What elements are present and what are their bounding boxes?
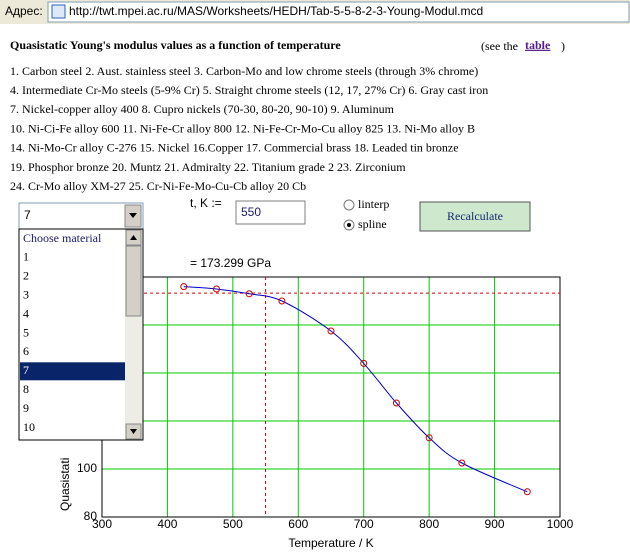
t-label: t, K :=	[190, 196, 222, 210]
x-tick-label: 600	[288, 517, 308, 531]
material-dropdown	[18, 228, 144, 441]
x-axis-label: Temperature / K	[288, 536, 373, 550]
material-line: 14. Ni-Mo-Cr alloy C-276 15. Nickel 16.C…	[10, 141, 459, 155]
data-point	[327, 327, 335, 335]
option-highlight	[20, 362, 125, 381]
temperature-input[interactable]	[235, 200, 306, 225]
address-field[interactable]	[47, 1, 630, 23]
arrow-glyph	[129, 213, 137, 218]
dropdown-options: Choose material 1 2 3 4 5 6 7 8 9 10	[20, 231, 125, 434]
material-line: 7. Nickel-copper alloy 400 8. Cupro nick…	[10, 102, 395, 116]
recalculate-button[interactable]	[419, 201, 531, 232]
y-axis-label: Quasistati	[58, 458, 72, 511]
page-title: Quasistatic Young's modulus values as a …	[10, 38, 341, 52]
x-tick-label: 900	[485, 517, 505, 531]
button-label[interactable]: Recalculate	[447, 209, 503, 223]
see-prefix: (see the	[481, 39, 518, 53]
data-point	[360, 359, 368, 367]
radio-label[interactable]: spline	[358, 217, 387, 231]
chart: 3004005006007008009001000801001201401601…	[58, 269, 573, 550]
x-tick-label: 500	[223, 517, 243, 531]
radio-dot	[347, 223, 351, 227]
result: = 173.299 GPa	[190, 256, 271, 270]
dropdown-option[interactable]: 6	[23, 344, 29, 358]
data-point	[180, 283, 188, 291]
address-url[interactable]: http://twt.mpei.ac.ru/MAS/Worksheets/HED…	[69, 4, 483, 18]
scroll-thumb[interactable]	[125, 245, 142, 317]
data-point	[278, 297, 286, 305]
plot-area	[102, 277, 560, 517]
data-point	[245, 290, 253, 298]
x-tick-label: 300	[92, 517, 112, 531]
x-tick-label: 1000	[547, 517, 574, 531]
x-tick-label: 400	[157, 517, 177, 531]
dropdown-option[interactable]: 10	[23, 420, 35, 434]
data-point	[425, 434, 433, 442]
radio-label[interactable]: linterp	[358, 197, 389, 211]
data-point	[213, 285, 220, 293]
dropdown-option[interactable]: Choose material	[23, 231, 102, 245]
x-tick-label: 700	[354, 517, 374, 531]
data-point	[458, 459, 466, 467]
y-tick-label: 80	[84, 509, 98, 523]
page-icon	[51, 4, 66, 19]
dropdown-option[interactable]: 5	[23, 325, 29, 339]
x-tick-label: 800	[419, 517, 439, 531]
dropdown-option[interactable]: 1	[23, 250, 29, 264]
address-label: Адрес:	[5, 4, 43, 18]
dropdown-option[interactable]: 9	[23, 401, 29, 415]
material-line: 19. Phosphor bronze 20. Muntz 21. Admira…	[10, 160, 406, 174]
dropdown-option[interactable]: 3	[23, 287, 29, 301]
dropdown-option[interactable]: 8	[23, 382, 29, 396]
material-select[interactable]	[18, 202, 144, 230]
material-select-value[interactable]: 7	[24, 208, 31, 222]
material-line: 10. Ni-Ci-Fe alloy 600 11. Ni-Fe-Cr allo…	[10, 121, 475, 135]
material-line: 1. Carbon steel 2. Aust. stainless steel…	[10, 64, 478, 78]
see-suffix: )	[561, 39, 565, 53]
temperature-value[interactable]: 550	[241, 205, 261, 219]
dropdown-option[interactable]: 4	[23, 306, 29, 320]
y-tick-label: 100	[77, 461, 97, 475]
materials-list: 1. Carbon steel 2. Aust. stainless steel…	[10, 64, 488, 193]
dropdown-option[interactable]: 7	[23, 363, 29, 377]
curve	[183, 286, 528, 493]
data-point	[392, 399, 400, 407]
interp-radios: linterp spline	[343, 197, 389, 231]
material-line: 24. Cr-Mo alloy XM-27 25. Cr-Ni-Fe-Mo-Cu…	[10, 179, 306, 193]
radio-button[interactable]	[343, 199, 355, 211]
table-link[interactable]: table	[525, 38, 551, 52]
material-line: 4. Intermediate Cr-Mo steels (5-9% Cr) 5…	[10, 83, 488, 97]
data-point	[523, 488, 531, 496]
dropdown-option[interactable]: 2	[23, 269, 29, 283]
